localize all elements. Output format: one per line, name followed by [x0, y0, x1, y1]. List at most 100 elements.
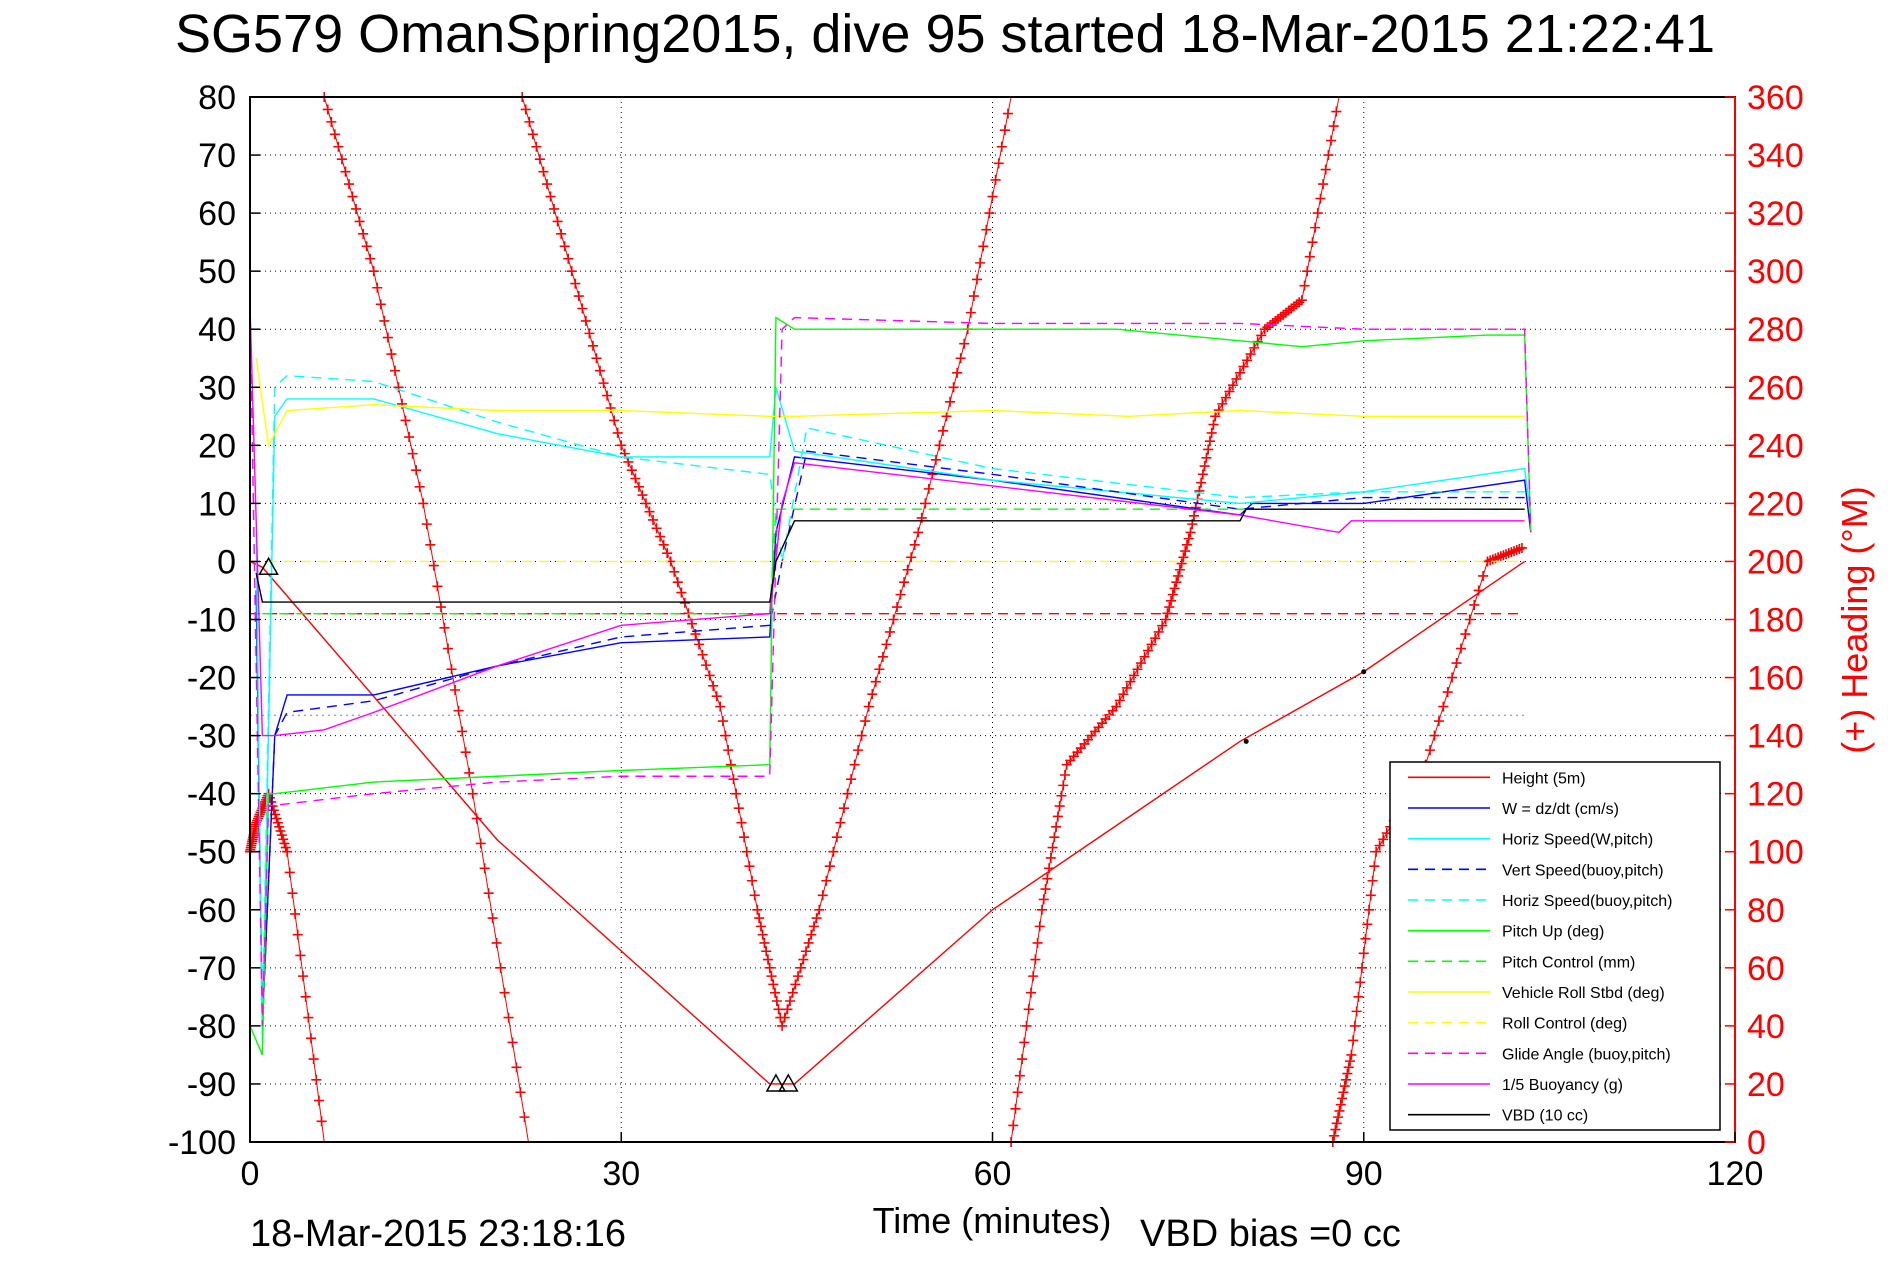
heading-point [1210, 411, 1221, 422]
left-tick-label: 60 [198, 195, 236, 233]
legend-label-2: Horiz Speed(W,pitch) [1502, 832, 1653, 849]
heading-point [313, 1095, 324, 1106]
heading-point [1173, 570, 1184, 581]
heading-point [856, 730, 867, 741]
heading-point [1030, 954, 1041, 965]
heading-point [697, 649, 708, 660]
heading-point [1040, 884, 1051, 895]
footer-vbd-bias: VBD bias =0 cc [1140, 1213, 1401, 1255]
heading-point [662, 548, 673, 559]
legend-label-1: W = dz/dt (cm/s) [1502, 801, 1619, 818]
heading-point [644, 506, 655, 517]
heading-point [1038, 894, 1049, 905]
heading-point [272, 817, 283, 828]
heading-point [1360, 933, 1371, 944]
heading-point [467, 788, 478, 799]
heading-point [404, 432, 415, 443]
heading-point [1045, 852, 1056, 863]
heading-point [1348, 1035, 1359, 1046]
heading-point [1019, 1037, 1030, 1048]
heading-point [368, 266, 379, 277]
heading-point [475, 838, 486, 849]
heading-point [1136, 658, 1146, 669]
heading-point [1220, 392, 1231, 403]
heading-point [616, 440, 627, 451]
heading-point [418, 498, 429, 509]
heading-point [1166, 595, 1177, 606]
right-tick-label: 160 [1747, 660, 1804, 698]
heading-point [322, 104, 333, 115]
legend-label-0: Height (5m) [1502, 770, 1586, 787]
series-line-7 [255, 358, 1525, 448]
heading-point [1169, 583, 1180, 594]
heading-point [1206, 427, 1217, 438]
heading-point [1312, 208, 1323, 219]
heading-point [1051, 821, 1062, 832]
heading-point [626, 465, 637, 476]
heading-series [245, 92, 1527, 1147]
heading-point [739, 832, 750, 843]
heading-point [1028, 971, 1039, 982]
legend-label-4: Horiz Speed(buoy,pitch) [1502, 893, 1672, 910]
heading-point [648, 514, 659, 525]
heading-point [1199, 461, 1210, 472]
heading-point [1150, 633, 1161, 644]
heading-point [365, 253, 376, 264]
heading-point [1157, 620, 1168, 631]
legend-label-5: Pitch Up (deg) [1502, 924, 1604, 941]
heading-point [877, 651, 888, 662]
heading-point [1189, 510, 1200, 521]
heading-point [407, 448, 418, 459]
heading-point [996, 141, 1007, 152]
heading-point [817, 890, 828, 901]
x-axis-ticks: 0 30 60 90 120 [241, 1132, 1763, 1193]
triangle-marker [778, 1073, 799, 1092]
heading-point [749, 890, 760, 901]
heading-point [1128, 670, 1139, 681]
heading-point [987, 191, 998, 202]
heading-point [379, 315, 390, 326]
heading-point [276, 830, 287, 841]
heading-point [479, 863, 490, 874]
heading-point [790, 979, 801, 990]
series-line-2 [255, 387, 1532, 1044]
heading-point [1224, 386, 1235, 397]
heading-point [1245, 349, 1256, 360]
heading-point [1125, 676, 1136, 687]
series-line-1 [255, 456, 1532, 1026]
heading-point [1326, 135, 1337, 146]
heading-point [595, 365, 606, 376]
heading-point [577, 303, 588, 314]
heading-point [761, 946, 772, 957]
heading-point [701, 660, 712, 671]
heading-point [393, 382, 404, 393]
heading-point [1042, 873, 1053, 884]
heading-point [446, 664, 457, 675]
heading-point [524, 116, 535, 127]
heading-point [842, 788, 853, 799]
series-line-0 [249, 560, 1526, 1085]
heading-point [1047, 842, 1058, 853]
heading-point [278, 834, 289, 845]
heading-point [1356, 962, 1367, 973]
heading-point [1351, 1006, 1362, 1017]
heading-point [704, 670, 715, 681]
heading-point [329, 129, 340, 140]
heading-point [633, 481, 644, 492]
heading-point [831, 832, 842, 843]
heading-point [771, 996, 782, 1007]
heading-point [1310, 222, 1321, 233]
left-tick-label: -60 [187, 892, 236, 930]
heading-point [965, 307, 976, 318]
heading-point [1328, 121, 1339, 132]
heading-point [1365, 890, 1376, 901]
heading-point [282, 846, 293, 857]
heading-point [1180, 546, 1191, 557]
left-tick-label: 10 [198, 485, 236, 523]
heading-point [1196, 477, 1207, 488]
legend-box [1389, 761, 1721, 1131]
heading-point [507, 1037, 518, 1048]
heading-point [731, 788, 742, 799]
heading-point [676, 587, 687, 598]
heading-point [972, 274, 983, 285]
